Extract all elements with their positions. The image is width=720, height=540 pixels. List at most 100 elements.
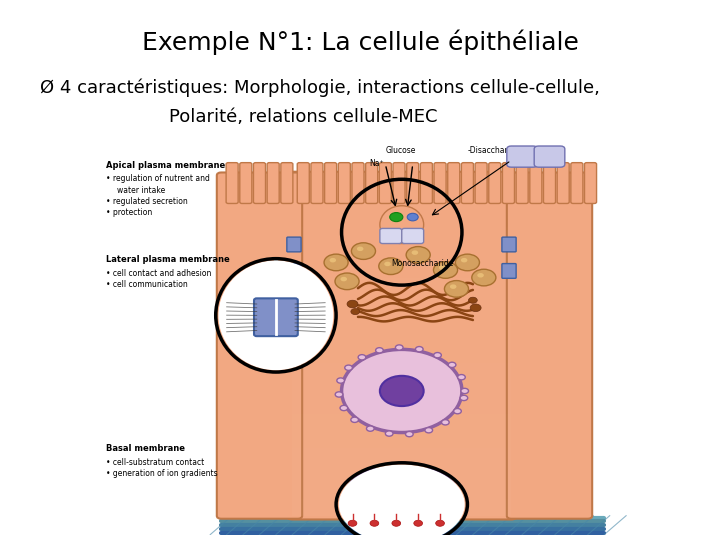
FancyBboxPatch shape xyxy=(352,163,364,204)
Circle shape xyxy=(341,277,347,281)
Bar xyxy=(292,227,511,244)
FancyBboxPatch shape xyxy=(585,163,597,204)
FancyBboxPatch shape xyxy=(281,163,293,204)
Ellipse shape xyxy=(418,469,462,510)
Ellipse shape xyxy=(342,469,385,510)
Circle shape xyxy=(415,347,423,352)
Circle shape xyxy=(395,345,403,350)
Ellipse shape xyxy=(341,349,462,433)
FancyBboxPatch shape xyxy=(267,163,279,204)
Bar xyxy=(292,482,511,499)
Circle shape xyxy=(330,258,336,262)
Circle shape xyxy=(450,285,456,289)
Circle shape xyxy=(335,273,359,289)
Ellipse shape xyxy=(380,376,423,406)
Circle shape xyxy=(366,426,374,431)
Bar xyxy=(292,414,511,431)
FancyBboxPatch shape xyxy=(502,237,516,252)
Bar xyxy=(292,176,511,192)
Circle shape xyxy=(408,213,418,221)
Bar xyxy=(292,312,511,328)
FancyBboxPatch shape xyxy=(530,163,542,204)
Circle shape xyxy=(336,392,343,397)
FancyBboxPatch shape xyxy=(516,163,528,204)
FancyBboxPatch shape xyxy=(287,264,301,278)
Circle shape xyxy=(345,365,352,370)
Text: • regulated secretion: • regulated secretion xyxy=(107,197,188,206)
Text: Basal membrane: Basal membrane xyxy=(107,444,185,454)
FancyBboxPatch shape xyxy=(297,163,310,204)
FancyBboxPatch shape xyxy=(462,163,474,204)
FancyBboxPatch shape xyxy=(254,298,298,336)
Text: • cell-substratum contact: • cell-substratum contact xyxy=(107,458,204,467)
Circle shape xyxy=(455,254,480,271)
FancyBboxPatch shape xyxy=(448,163,460,204)
Bar xyxy=(292,464,511,482)
Circle shape xyxy=(324,254,348,271)
Ellipse shape xyxy=(339,464,464,540)
Bar xyxy=(292,328,511,346)
FancyBboxPatch shape xyxy=(338,163,351,204)
Text: • regulation of nutrent and: • regulation of nutrent and xyxy=(107,174,210,183)
Circle shape xyxy=(444,281,469,297)
FancyBboxPatch shape xyxy=(534,146,564,167)
FancyBboxPatch shape xyxy=(380,228,402,244)
FancyBboxPatch shape xyxy=(226,163,238,204)
Circle shape xyxy=(379,258,403,274)
Circle shape xyxy=(357,247,364,251)
Circle shape xyxy=(351,243,376,259)
Bar xyxy=(292,346,511,363)
Circle shape xyxy=(469,297,477,303)
Bar xyxy=(292,210,511,227)
FancyBboxPatch shape xyxy=(287,172,517,519)
Text: • cell contact and adhesion: • cell contact and adhesion xyxy=(107,269,212,278)
Circle shape xyxy=(337,378,344,383)
Text: Exemple N°1: La cellule épithéliale: Exemple N°1: La cellule épithéliale xyxy=(142,30,578,55)
Bar xyxy=(292,396,511,414)
Circle shape xyxy=(370,520,379,526)
Circle shape xyxy=(439,266,446,270)
Circle shape xyxy=(405,431,413,437)
Circle shape xyxy=(340,406,348,410)
Bar xyxy=(292,278,511,294)
Circle shape xyxy=(385,431,393,436)
Circle shape xyxy=(376,348,383,353)
Circle shape xyxy=(412,251,418,255)
FancyBboxPatch shape xyxy=(366,163,378,204)
Bar xyxy=(292,431,511,448)
Text: • generation of ion gradients: • generation of ion gradients xyxy=(107,469,218,478)
FancyBboxPatch shape xyxy=(571,163,583,204)
Bar xyxy=(292,448,511,464)
FancyBboxPatch shape xyxy=(217,172,302,519)
Bar xyxy=(292,295,511,312)
Text: Ø 4 caractéristiques: Morphologie, interactions cellule-cellule,: Ø 4 caractéristiques: Morphologie, inter… xyxy=(40,78,600,97)
Circle shape xyxy=(347,300,358,308)
Circle shape xyxy=(406,247,431,263)
Bar xyxy=(292,363,511,380)
Text: Apical plasma membrane: Apical plasma membrane xyxy=(107,161,225,170)
Circle shape xyxy=(449,362,456,368)
Circle shape xyxy=(433,262,458,278)
Circle shape xyxy=(351,308,359,315)
Circle shape xyxy=(433,353,441,358)
Circle shape xyxy=(470,304,481,312)
Circle shape xyxy=(458,375,465,380)
Circle shape xyxy=(472,269,496,286)
Bar xyxy=(292,192,511,210)
FancyBboxPatch shape xyxy=(402,228,423,244)
FancyBboxPatch shape xyxy=(253,163,266,204)
FancyBboxPatch shape xyxy=(544,163,556,204)
Text: Glucose: Glucose xyxy=(385,146,415,155)
Circle shape xyxy=(425,428,433,433)
Circle shape xyxy=(461,258,467,262)
Bar xyxy=(292,244,511,261)
Circle shape xyxy=(392,520,400,526)
Circle shape xyxy=(390,213,403,221)
Circle shape xyxy=(358,355,366,360)
Bar xyxy=(292,499,511,516)
FancyBboxPatch shape xyxy=(502,264,516,278)
Circle shape xyxy=(441,420,449,425)
Bar xyxy=(292,380,511,396)
FancyBboxPatch shape xyxy=(434,163,446,204)
FancyBboxPatch shape xyxy=(503,163,515,204)
